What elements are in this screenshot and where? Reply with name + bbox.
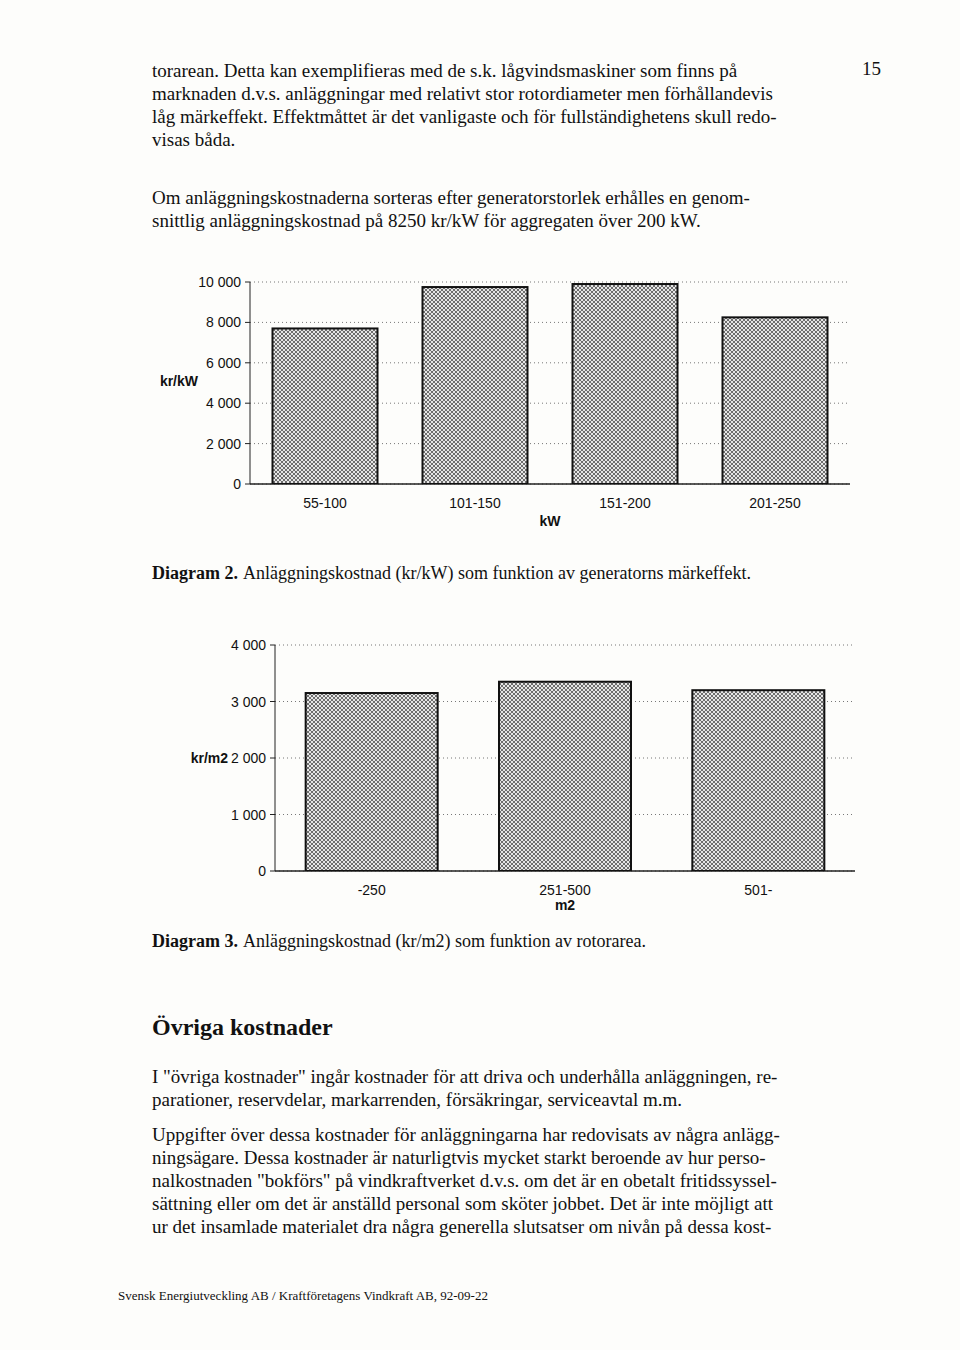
text-line: marknaden d.v.s. anläggningar med relati…: [152, 83, 773, 105]
category-label: 101-150: [449, 495, 501, 511]
tick-label: 3 000: [231, 694, 266, 710]
page: 0 2 000 4 000 6 000 8 000 10 000 55-100 101-150…: [0, 0, 960, 1350]
tick: [245, 282, 250, 283]
tick: [245, 443, 250, 444]
bar: [306, 693, 438, 871]
tick-label: 2 000: [231, 750, 266, 766]
bar: [499, 682, 631, 871]
tick-label: 4 000: [206, 395, 241, 411]
caption-label: Diagram 2.: [152, 563, 238, 583]
tick-label: 4 000: [231, 637, 266, 653]
tick-label: 1 000: [231, 807, 266, 823]
category-label: 55-100: [303, 495, 347, 511]
caption: Diagram 2.Anläggningskostnad (kr/kW) som…: [152, 562, 751, 584]
tick: [270, 701, 275, 702]
caption-text: Anläggningskostnad (kr/m2) som funktion …: [243, 931, 646, 951]
text-line: Uppgifter över dessa kostnader för anläg…: [152, 1124, 780, 1146]
category-label: -250: [358, 882, 386, 898]
tick: [270, 645, 275, 646]
page-number: 15: [862, 58, 881, 80]
text-line: visas båda.: [152, 129, 235, 151]
bars: [306, 682, 825, 871]
y-axis-label: kr/m2: [191, 750, 229, 766]
tick-label: 10 000: [198, 274, 241, 290]
text-line: I "övriga kostnader" ingår kostnader för…: [152, 1066, 777, 1088]
chart: 0 1 000 2 000 3 000 4 000 -250 251-500 501- m2 kr…: [191, 637, 855, 913]
text-line: ningsägare. Dessa kostnader är naturligt…: [152, 1147, 766, 1169]
tick: [245, 484, 250, 485]
text-line: sättning eller om det är anställd person…: [152, 1193, 773, 1215]
text-line: parationer, reservdelar, markarrenden, f…: [152, 1089, 682, 1111]
caption-text: Anläggningskostnad (kr/kW) som funktion …: [243, 563, 751, 583]
text-line: torarean. Detta kan exemplifieras med de…: [152, 60, 737, 82]
tick: [245, 362, 250, 363]
tick: [270, 871, 275, 872]
footer: Svensk Energiutveckling AB / Kraftföreta…: [118, 1285, 488, 1307]
bar: [723, 317, 828, 484]
bar: [423, 287, 528, 484]
tick-label: 6 000: [206, 355, 241, 371]
y-axis-label: kr/kW: [160, 373, 199, 389]
text-line: snittlig anläggningskostnad på 8250 kr/k…: [152, 210, 701, 232]
tick-label: 0: [233, 476, 241, 492]
category-label: 151-200: [599, 495, 651, 511]
category-label: 251-500: [539, 882, 591, 898]
bars: [273, 284, 828, 484]
bar: [692, 690, 824, 871]
tick: [245, 322, 250, 323]
y-axis: [250, 282, 251, 484]
heading: Övriga kostnader: [152, 1013, 333, 1041]
caption-label: Diagram 3.: [152, 931, 238, 951]
grid-line: [275, 645, 855, 646]
text-line: ur det insamlade materialet dra några ge…: [152, 1216, 771, 1238]
tick: [245, 403, 250, 404]
grid-line: [250, 282, 850, 283]
tick-label: 8 000: [206, 314, 241, 330]
tick: [270, 814, 275, 815]
x-axis-label: kW: [540, 513, 562, 529]
y-axis: [275, 645, 276, 871]
bar: [573, 284, 678, 484]
text-line: nalkostnaden "bokförs" på vindkraftverke…: [152, 1170, 777, 1192]
category-label: 201-250: [749, 495, 801, 511]
text-line: låg märkeffekt. Effektmåttet är det vanl…: [152, 106, 777, 128]
tick-label: 2 000: [206, 436, 241, 452]
text-line: Om anläggningskostnaderna sorteras efter…: [152, 187, 750, 209]
bar: [273, 328, 378, 484]
x-axis-label: m2: [555, 897, 575, 913]
tick: [270, 758, 275, 759]
caption: Diagram 3.Anläggningskostnad (kr/m2) som…: [152, 930, 646, 952]
chart: 0 2 000 4 000 6 000 8 000 10 000 55-100 101-150…: [160, 274, 850, 529]
category-label: 501-: [744, 882, 772, 898]
tick-label: 0: [258, 863, 266, 879]
